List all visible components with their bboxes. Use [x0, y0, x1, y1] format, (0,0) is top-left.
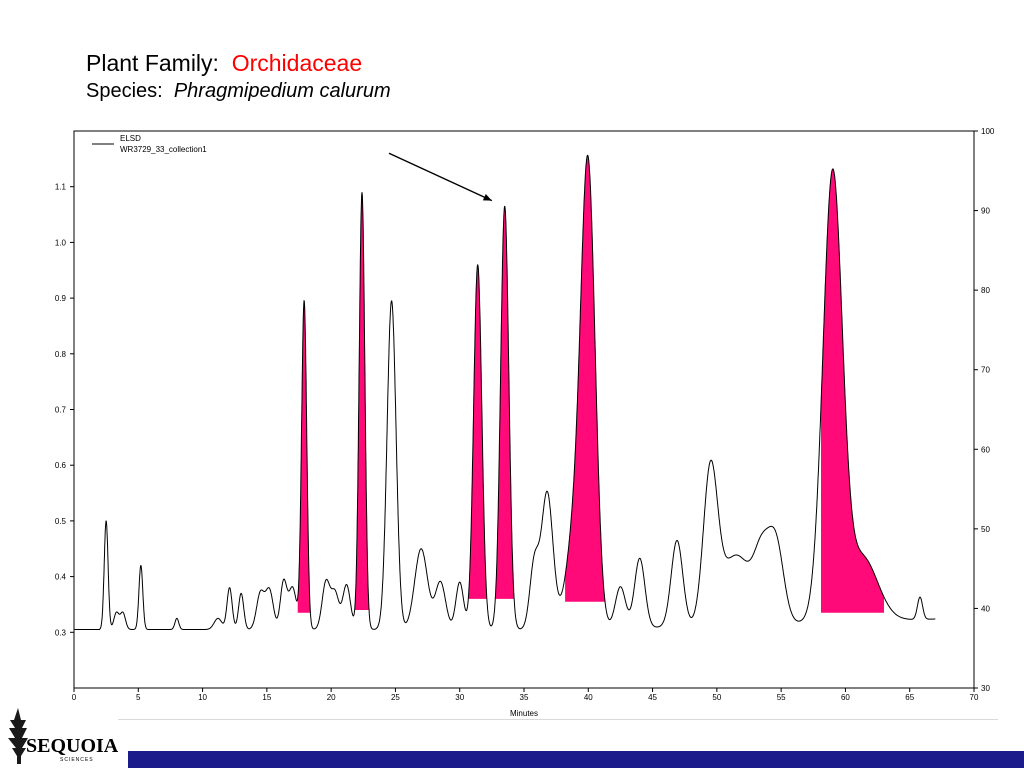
x-tick-label: 5 [136, 693, 141, 702]
y-tick-label: 0.7 [55, 406, 67, 415]
arrow-shaft [388, 152, 493, 202]
y2-tick-label: 60 [981, 445, 990, 454]
logo-wordmark: SEQUOIA [26, 735, 119, 757]
y2-tick-label: 100 [981, 127, 995, 136]
x-tick-label: 0 [72, 693, 77, 702]
fraction-region [467, 264, 492, 599]
x-tick-label: 55 [777, 693, 786, 702]
fraction-region [491, 206, 524, 599]
plant-family-label: Plant Family: [86, 50, 219, 76]
y-tick-label: 0.3 [55, 628, 67, 637]
y2-tick-label: 40 [981, 604, 990, 613]
arrow-head [482, 193, 492, 201]
y-tick-label: 0.6 [55, 461, 67, 470]
y-tick-label: 1.0 [55, 238, 67, 247]
y-tick-label: 0.8 [55, 350, 67, 359]
plant-family-value: Orchidaceae [231, 50, 363, 76]
y2-tick-label: 70 [981, 366, 990, 375]
y2-tick-label: 90 [981, 207, 990, 216]
x-tick-label: 60 [841, 693, 850, 702]
y-tick-label: 0.9 [55, 294, 67, 303]
y2-tick-label: 30 [981, 684, 990, 693]
legend: ELSD WR3729_33_collection1 [92, 134, 207, 154]
species-value: Phragmipedium calurum [173, 80, 391, 102]
y-tick-label: 0.4 [55, 573, 67, 582]
x-tick-label: 40 [584, 693, 593, 702]
y2-tick-label: 80 [981, 286, 990, 295]
x-tick-label: 25 [391, 693, 400, 702]
x-tick-label: 35 [520, 693, 529, 702]
y-tick-label: 0.5 [55, 517, 67, 526]
x-tick-label: 20 [327, 693, 336, 702]
fraction-region [821, 168, 884, 613]
footer-rule [118, 719, 998, 720]
species-line: Species: Phragmipedium calurum [86, 78, 391, 104]
y2-tick-label: 50 [981, 525, 990, 534]
collected-fractions [297, 155, 884, 613]
elsd-trace [74, 154, 936, 630]
logo-subtext: SCIENCES [60, 757, 94, 763]
legend-entry: ELSD [120, 134, 141, 143]
x-tick-label: 70 [970, 693, 979, 702]
sequoia-tree-icon [8, 708, 28, 764]
y-tick-label: 1.1 [55, 183, 67, 192]
legend-entry: WR3729_33_collection1 [120, 145, 207, 154]
footer-bar [128, 751, 1024, 768]
x-tick-label: 30 [455, 693, 464, 702]
species-label: Species: [86, 80, 163, 102]
fraction-region [297, 300, 311, 613]
x-tick-label: 10 [198, 693, 207, 702]
plant-family-line: Plant Family: Orchidaceae [86, 48, 391, 78]
annotation-arrow [388, 152, 493, 202]
x-tick-label: 15 [262, 693, 271, 702]
y-axis-right: 30 40 50 60 70 80 90 100 [974, 127, 995, 693]
x-axis: 0 5 10 15 20 25 30 35 40 45 50 55 60 65 70 [72, 688, 979, 702]
x-tick-label: 65 [905, 693, 914, 702]
x-tick-label: 45 [648, 693, 657, 702]
fraction-region [565, 155, 614, 602]
y-axis-left: 0.3 0.4 0.5 0.6 0.7 0.8 0.9 1.0 1.1 [55, 183, 74, 637]
title-block: Plant Family: Orchidaceae Species: Phrag… [86, 48, 391, 104]
x-axis-label: Minutes [510, 709, 538, 718]
x-tick-label: 50 [712, 693, 721, 702]
